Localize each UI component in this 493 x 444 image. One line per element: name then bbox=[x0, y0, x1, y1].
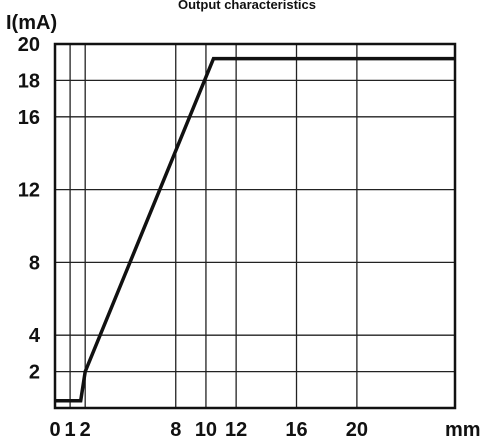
y-tick-labels: 2 4 8 12 16 18 20 bbox=[18, 34, 41, 384]
x-tick-label: 0 bbox=[49, 419, 60, 441]
y-tick-label: 8 bbox=[29, 252, 40, 274]
y-tick-label: 16 bbox=[18, 107, 40, 129]
y-tick-label: 20 bbox=[18, 34, 40, 56]
x-tick-labels: 0 1 2 8 10 12 16 20 bbox=[49, 419, 368, 441]
y-tick-label: 4 bbox=[29, 325, 41, 347]
y-tick-label: 12 bbox=[18, 180, 40, 202]
plot-frame bbox=[53, 42, 457, 410]
y-tick-label: 18 bbox=[18, 70, 40, 92]
x-tick-label: 1 bbox=[65, 419, 76, 441]
grid bbox=[55, 44, 455, 408]
x-tick-label: 2 bbox=[80, 419, 91, 441]
x-tick-label: 20 bbox=[346, 419, 368, 441]
x-tick-label: 16 bbox=[285, 419, 307, 441]
chart-title: Output characteristics bbox=[178, 0, 316, 12]
x-tick-label: 8 bbox=[170, 419, 181, 441]
x-axis-label: mm bbox=[445, 419, 481, 441]
series-line bbox=[55, 56, 455, 403]
y-axis-label: I(mA) bbox=[6, 12, 57, 34]
x-tick-label: 10 bbox=[195, 419, 217, 441]
x-tick-label: 12 bbox=[225, 419, 247, 441]
y-tick-label: 2 bbox=[29, 362, 40, 384]
series-layer bbox=[55, 56, 455, 403]
